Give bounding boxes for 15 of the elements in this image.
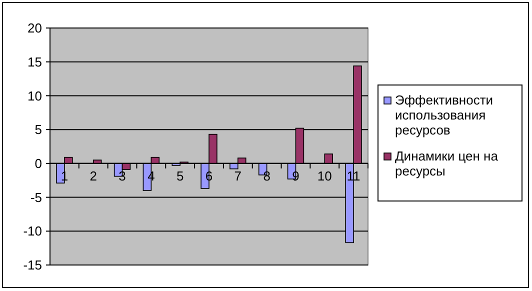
y-tick-label: 10 — [28, 88, 42, 104]
legend-label: Динамики цен на ресурсы — [395, 148, 499, 179]
y-tick-label: 20 — [28, 20, 42, 36]
y-tick-label: -10 — [23, 224, 42, 239]
y-tick-label: 5 — [34, 122, 42, 138]
x-tick-label: 7 — [234, 168, 242, 184]
y-tick-label: 0 — [34, 156, 42, 171]
x-tick-label: 10 — [317, 168, 332, 184]
y-tick-label: 15 — [28, 54, 42, 70]
legend-label: Эффективности использования ресурсов — [395, 92, 494, 138]
y-tick-label: -15 — [23, 258, 42, 273]
x-tick-label: 5 — [176, 168, 184, 184]
x-tick-label: 8 — [263, 168, 270, 184]
x-tick-label: 2 — [90, 168, 97, 184]
y-tick-label: -5 — [30, 190, 42, 205]
